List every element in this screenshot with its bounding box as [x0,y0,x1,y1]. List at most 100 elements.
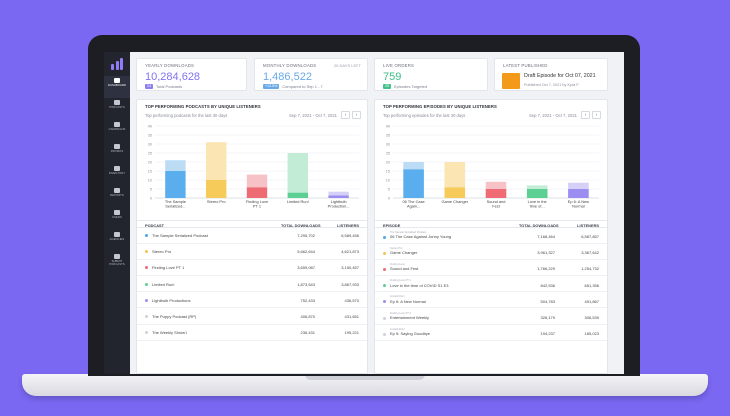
y-tick-label: 20 [386,160,390,164]
table-row[interactable]: Stereo Pro Game Changer 3,961,327 3,367,642 [375,244,607,260]
row-downloads: 5,662,644 [297,249,315,255]
table-row[interactable]: Finding Love PT 2 Entertainment Weekly 326… [375,309,607,325]
series-dot [145,298,148,302]
kpi-sub-text: Compared to Sep 1 - 7 [282,84,323,89]
row-podcast: Finding Love [390,262,405,266]
sidebar-item-label: PROMOS [110,150,124,153]
y-tick-label: 30 [148,142,152,146]
monthly-downloads-card: MONTHLY DOWNLOADS 29 DAYS LEFT 1,486,522… [254,58,368,91]
y-tick-label: 10 [386,178,390,182]
x-tick-label: Limited Run! [287,199,309,204]
row-name[interactable]: Limited Run! [152,281,175,287]
table-row[interactable]: Limited Run! 1,873,543 3,867,933 [137,277,367,293]
row-name[interactable]: 06 The Case Against Jonny Young [390,234,452,239]
podcasts-chart: 0 5 10 15 20 25 30 35 40 The Sample Serialized... S… [148,124,359,208]
bar-segment [526,189,548,198]
col-header-downloads[interactable]: TOTAL DOWNLOADS [519,222,559,228]
date-range[interactable]: Sep 7, 2021 - Oct 7, 2021 [529,113,577,118]
table-row[interactable]: Finding Love Sound and Fest 1,766,229 1,254… [375,260,607,276]
row-podcast: Limited Run! [390,327,405,331]
row-name[interactable]: Stereo Pro [152,249,172,255]
table-row[interactable]: Finding Love PT 1 Love in the time of COV… [375,277,607,293]
row-downloads: 504,783 [540,298,555,304]
sidebar-item-users[interactable]: USERS [104,208,130,230]
sidebar-item-agencies[interactable]: AGENCIES [104,230,130,252]
sidebar-item-label: REPORTS [110,194,124,197]
table-row[interactable]: Limited Run! Ep 6: A New Normal 504,783 491… [375,293,607,309]
sidebar-item-inventory[interactable]: INVENTORY [104,164,130,186]
series-dot [145,266,148,270]
table-row[interactable]: Finding Love PT 1 3,659,087 3,150,457 [137,260,367,276]
kpi-value: 1,486,522 [263,71,312,83]
sidebar-item-reports[interactable]: REPORTS [104,186,130,208]
latest-episode-title[interactable]: Draft Episode for Oct 07, 2021 [524,73,596,79]
col-header-listeners[interactable]: LISTENERS [337,222,359,228]
y-tick-label: 15 [148,169,152,173]
kpi-days-left: 29 DAYS LEFT [333,63,361,68]
bar-segment [328,191,349,196]
row-name[interactable]: Lightbulb Productions [152,297,191,303]
date-range[interactable]: Sep 7, 2021 - Oct 7, 2021 [289,113,337,118]
row-name[interactable]: The Sample Serialized Podcast [152,233,208,238]
sidebar-item-label: PODCASTS [109,106,125,109]
row-downloads: 236,431 [300,330,315,336]
row-listeners: 6,589,456 [341,233,359,238]
latest-episode-meta: Published Oct 7, 2021 by Kyra F. [524,83,580,87]
bar-segment [403,169,424,198]
row-name[interactable]: Love in the time of COVID S1 E3 [390,282,449,288]
sidebar-item-dashboard[interactable]: DASHBOARD [104,76,130,98]
table-row[interactable]: The Sample Serialized Podcast 7,295,702 6,… [137,228,367,244]
row-name[interactable]: Ep 5: Saying Goodbye [390,331,431,337]
next-button[interactable]: › [352,111,361,119]
bar-segment [246,187,268,198]
bar-segment [403,162,424,170]
table-row[interactable]: The Weekly Shiow'l 236,431 195,221 [137,325,367,341]
panel-title: TOP PERFORMING EPISODES BY UNIQUE LISTEN… [383,104,497,109]
table-row[interactable]: Limited Run! Ep 5: Saying Goodbye 194,237 1… [375,325,607,341]
bar-segment [485,181,507,189]
row-name[interactable]: The Weekly Shiow'l [152,330,187,336]
table-row[interactable]: The Puppy Podcast (RP) 406,870 431,651 [137,309,367,325]
kpi-sub: 25 Episodes Targeted [383,84,427,89]
col-header-name: EPISODE [383,222,401,228]
row-listeners: 3,867,933 [341,281,359,287]
row-name[interactable]: Sound and Fest [390,266,419,272]
row-downloads: 1,766,229 [537,266,555,272]
row-name[interactable]: Entertainment Weekly [390,315,430,320]
table-row[interactable]: Stereo Pro 5,662,644 4,621,873 [137,244,367,260]
table-row[interactable]: Lightbulb Productions 752,433 436,570 [137,293,367,309]
users-icon [114,210,120,215]
row-listeners: 3,367,642 [581,250,599,256]
row-name[interactable]: Game Changer [390,250,418,256]
next-button[interactable]: › [592,111,601,119]
bar-segment [444,162,466,188]
col-header-listeners[interactable]: LISTENERS [577,222,599,228]
sidebar-item-campaigns[interactable]: CAMPAIGNS [104,120,130,142]
series-dot [383,284,386,288]
latest-published-card[interactable]: LATEST PUBLISHED Draft Episode for Oct 0… [494,58,608,91]
table-row[interactable]: The Sample Serialized Podcast 06 The Case… [375,228,607,244]
app-logo-icon[interactable] [111,58,123,70]
col-header-downloads[interactable]: TOTAL DOWNLOADS [281,222,321,228]
x-tick-label: Love in the time of... [528,199,547,208]
x-tick-label: Lightbulb Production... [328,199,350,208]
prev-button[interactable]: ‹ [341,111,350,119]
megaphone-icon [114,144,120,149]
y-tick-label: 25 [148,151,152,155]
y-tick-label: 40 [386,124,390,128]
row-name[interactable]: Finding Love PT 1 [152,265,185,271]
row-name[interactable]: The Puppy Podcast (RP) [152,314,197,319]
series-dot [145,282,148,286]
sidebar-item-promos[interactable]: PROMOS [104,142,130,164]
panel-title: TOP PERFORMING PODCASTS BY UNIQUE LISTEN… [145,104,261,109]
laptop-notch [305,374,425,380]
prev-button[interactable]: ‹ [581,111,590,119]
sidebar-item-submit-podcasts[interactable]: SUBMIT PODCASTS [104,252,130,274]
sidebar-item-label: AGENCIES [109,238,125,241]
laptop-base [22,374,708,396]
bar-segment [206,142,227,180]
row-name[interactable]: Ep 6: A New Normal [390,298,426,304]
bar-segment [206,180,227,198]
kpi-value: 759 [383,71,402,83]
sidebar-item-podcasts[interactable]: PODCASTS [104,98,130,120]
